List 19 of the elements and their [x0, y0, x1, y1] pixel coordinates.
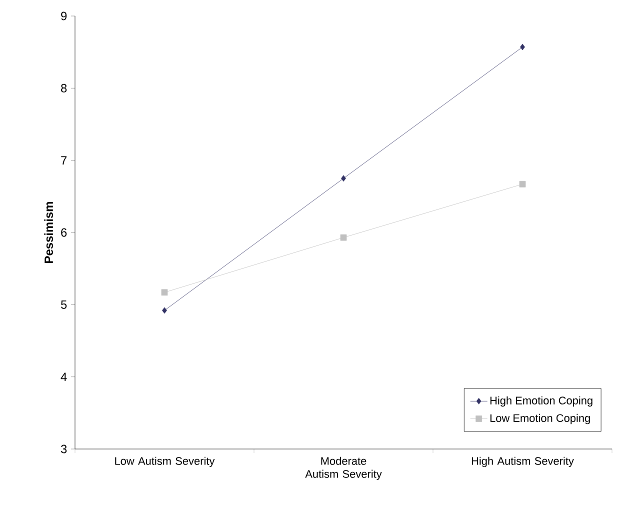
x-tick-label: Low Autism Severity [115, 456, 215, 468]
x-tick-label: Moderate Autism Severity [305, 456, 382, 480]
y-axis-title: Pessimism [44, 202, 53, 263]
point [162, 307, 167, 314]
y-tick-label: 3 [60, 444, 67, 454]
y-tick-label: 9 [61, 12, 67, 20]
point [519, 180, 526, 188]
point [340, 234, 347, 241]
point [341, 175, 346, 182]
legend-label: High Emotion Coping [490, 396, 592, 407]
y-tick-label: 4 [60, 372, 67, 381]
point [520, 44, 525, 50]
legend-label: Low Emotion Coping [490, 414, 590, 424]
y-tick-label: 5 [61, 300, 67, 309]
point [161, 289, 168, 296]
y-tick-label: 7 [61, 156, 67, 164]
y-tick-label: 6 [61, 228, 67, 237]
y-tick-label: 8 [61, 84, 67, 92]
x-tick-label: High Autism Severity [472, 456, 574, 468]
